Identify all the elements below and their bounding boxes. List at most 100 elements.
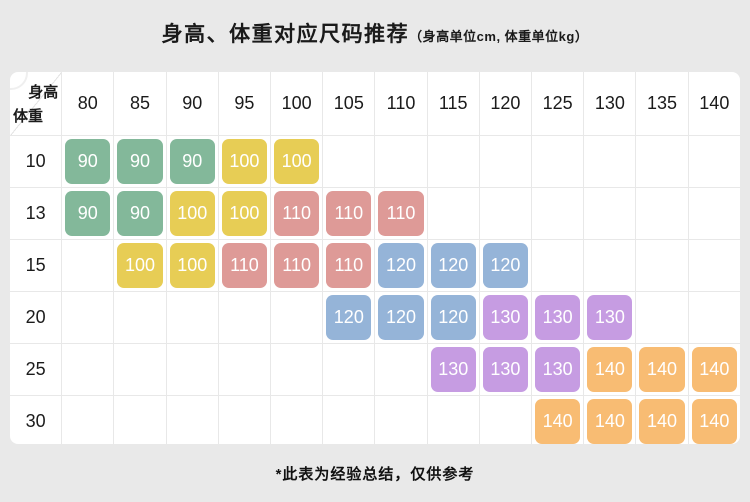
height-header-100: 100: [270, 72, 324, 136]
size-cell: 130: [478, 343, 533, 396]
height-header-105: 105: [322, 72, 376, 136]
table-row-weight-20: 20 120 120 120 130 130 130: [10, 291, 740, 344]
size-cell-empty: [374, 395, 428, 444]
size-cell-empty: [635, 239, 689, 292]
size-chip-110: 110: [221, 243, 268, 288]
title-unit-note: （身高单位cm, 体重单位kg）: [409, 29, 589, 44]
corner-cell: 身高体重: [10, 72, 63, 136]
size-cell: 90: [61, 135, 115, 188]
size-table: 身高 体重 80 85 90 95 100 105 110 115 120 125 130 135 140 1…: [10, 72, 740, 444]
size-chip-130: 130: [587, 295, 633, 340]
size-cell-empty: [426, 135, 480, 188]
size-cell: 140: [635, 343, 689, 396]
table-row-weight-13: 13 90 90 100 100 110 110 110: [10, 187, 740, 240]
size-cell: 110: [322, 239, 376, 292]
size-cell: 100: [165, 187, 219, 240]
size-chip-90: 90: [65, 139, 111, 184]
size-cell: 110: [270, 239, 324, 292]
size-chip-100: 100: [221, 191, 268, 236]
height-header-80: 80: [61, 72, 115, 136]
size-cell: 110: [217, 239, 272, 292]
size-chip-110: 110: [274, 191, 320, 236]
size-chip-90: 90: [65, 191, 111, 236]
size-cell-empty: [426, 187, 480, 240]
size-cell-empty: [531, 239, 585, 292]
height-header-115: 115: [426, 72, 480, 136]
size-cell-empty: [217, 343, 272, 396]
table-row-weight-15: 15 100 100 110 110 110 120 120 120: [10, 239, 740, 292]
size-cell-empty: [270, 395, 324, 444]
size-cell-empty: [61, 343, 115, 396]
size-chip-90: 90: [117, 139, 163, 184]
footer-note: *此表为经验总结，仅供参考: [275, 466, 475, 483]
size-cell-empty: [270, 343, 324, 396]
size-cell: 140: [687, 395, 740, 444]
title-text: 身高、体重对应尺码推荐: [161, 23, 410, 46]
size-cell: 140: [583, 343, 637, 396]
page-title: 身高、体重对应尺码推荐（身高单位cm, 体重单位kg）: [0, 18, 750, 48]
height-header-125: 125: [531, 72, 585, 136]
size-cell-empty: [635, 187, 689, 240]
size-chip-120: 120: [378, 295, 424, 340]
size-cell-empty: [426, 395, 480, 444]
size-cell: 90: [165, 135, 219, 188]
size-chip-140: 140: [587, 347, 633, 392]
size-cell-empty: [61, 395, 115, 444]
height-header-140: 140: [687, 72, 740, 136]
table-header-row: 身高 体重 80 85 90 95 100 105 110 115 120 125 130 135 140: [10, 72, 740, 136]
size-cell-empty: [635, 291, 689, 344]
height-header-110: 110: [374, 72, 428, 136]
size-cell-empty: [113, 291, 167, 344]
size-chip-140: 140: [639, 399, 685, 444]
size-cell: 110: [374, 187, 428, 240]
size-chip-110: 110: [378, 191, 424, 236]
size-table-card: 身高 体重 80 85 90 95 100 105 110 115 120 125 130 135 140 1…: [10, 72, 740, 444]
size-cell: 90: [113, 187, 167, 240]
size-cell: 140: [531, 395, 585, 444]
size-cell: 100: [270, 135, 324, 188]
size-cell-empty: [61, 291, 115, 344]
size-cell: 120: [426, 239, 480, 292]
size-cell-empty: [113, 395, 167, 444]
size-cell-empty: [687, 135, 740, 188]
size-chip-140: 140: [587, 399, 633, 444]
size-cell-empty: [583, 239, 637, 292]
size-cell-empty: [374, 135, 428, 188]
size-chip-100: 100: [169, 191, 215, 236]
size-chip-100: 100: [221, 139, 268, 184]
corner-label-weight: 体重: [13, 108, 44, 125]
size-cell: 100: [217, 187, 272, 240]
size-cell: 130: [531, 291, 585, 344]
size-cell-empty: [217, 395, 272, 444]
size-cell: 120: [322, 291, 376, 344]
weight-header-13: 13: [10, 187, 63, 240]
size-cell: 140: [687, 343, 740, 396]
size-cell: 120: [478, 239, 533, 292]
size-chip-120: 120: [378, 243, 424, 288]
size-cell-empty: [165, 343, 219, 396]
size-cell-empty: [687, 187, 740, 240]
size-cell-empty: [687, 291, 740, 344]
size-cell-empty: [322, 343, 376, 396]
size-cell: 140: [583, 395, 637, 444]
size-chip-140: 140: [535, 399, 581, 444]
size-chip-130: 130: [482, 347, 529, 392]
height-header-90: 90: [165, 72, 219, 136]
height-header-95: 95: [217, 72, 272, 136]
size-cell-empty: [217, 291, 272, 344]
size-cell: 110: [270, 187, 324, 240]
size-chip-100: 100: [274, 139, 320, 184]
size-chip-120: 120: [326, 295, 372, 340]
weight-header-25: 25: [10, 343, 63, 396]
size-cell-empty: [635, 135, 689, 188]
size-cell: 100: [217, 135, 272, 188]
table-row-weight-25: 25 130 130 130 140 140 140: [10, 343, 740, 396]
table-row-weight-30: 30 140 140 140 140: [10, 395, 740, 444]
corner-label-height: 身高: [28, 84, 59, 101]
size-cell-empty: [165, 291, 219, 344]
size-chip-110: 110: [326, 191, 372, 236]
size-cell: 120: [374, 291, 428, 344]
size-cell-empty: [61, 239, 115, 292]
size-cell: 90: [113, 135, 167, 188]
